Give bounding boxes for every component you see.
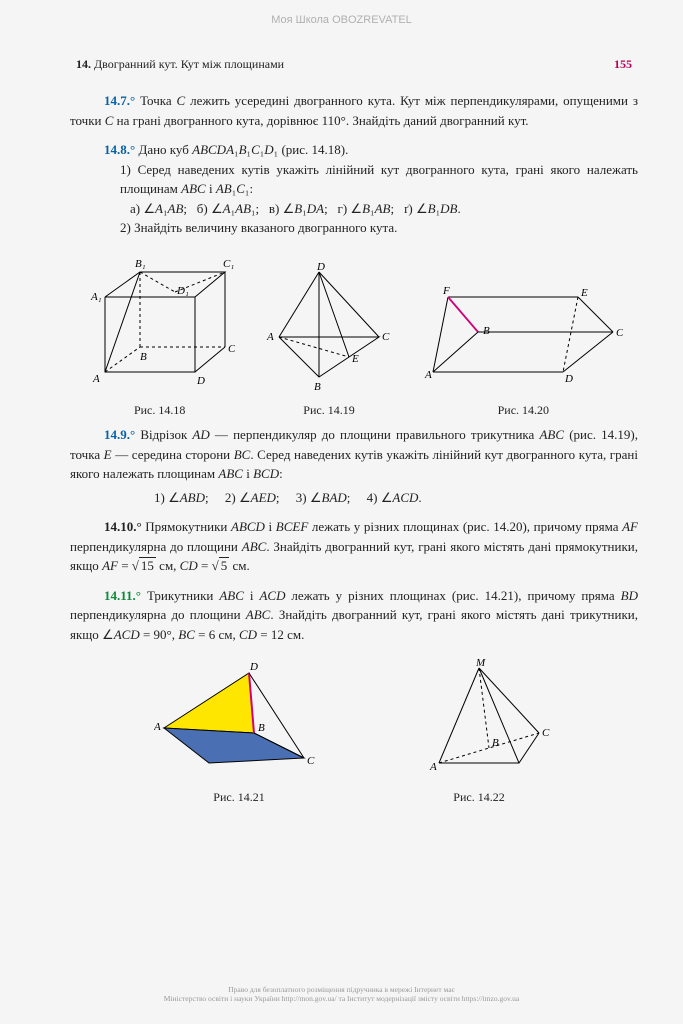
footer-note: Право для безоплатного розміщення підруч… xyxy=(0,985,683,1005)
problem-num: 14.8.° xyxy=(104,142,135,157)
lbl: D xyxy=(316,262,325,273)
lbl: C xyxy=(307,755,315,767)
figure-14-19: D A B C E Рис. 14.19 xyxy=(264,262,394,420)
problem-intro: Дано куб ABCDA₁B₁C₁D₁ (рис. 14.18). xyxy=(138,142,348,157)
fig-caption: Рис. 14.18 xyxy=(85,401,235,419)
lbl: A xyxy=(424,369,432,381)
lbl: C xyxy=(228,343,235,355)
fig-caption: Рис. 14.22 xyxy=(404,788,554,806)
lbl: A xyxy=(154,721,161,733)
problem-num: 14.11.° xyxy=(104,588,141,603)
lbl: A xyxy=(92,373,100,385)
problem-text: Відрізок AD — перпендикуляр до площини п… xyxy=(70,427,638,481)
figures-row-1: B₁ C₁ D₁ A₁ A B C D Рис. 14.18 xyxy=(70,252,638,420)
problem-num: 14.10.° xyxy=(104,519,142,534)
figure-14-20: F E A B C D Рис. 14.20 xyxy=(423,282,623,420)
problem-14-9: 14.9.° Відрізок AD — перпендикуляр до пл… xyxy=(70,425,638,507)
footer-l1: Право для безоплатного розміщення підруч… xyxy=(0,985,683,995)
page-number: 155 xyxy=(614,55,632,73)
lbl: D xyxy=(249,661,258,673)
lbl: A xyxy=(429,761,437,773)
problem-14-7: 14.7.° Точка C лежить усередині двогранн… xyxy=(70,91,638,130)
lbl: E xyxy=(580,287,588,299)
lbl: F xyxy=(442,285,450,297)
lbl: B xyxy=(258,722,265,734)
section-title: Двогранний кут. Кут між площинами xyxy=(94,57,284,71)
section-num: 14. xyxy=(76,57,91,71)
tetra-svg: D A B C E xyxy=(264,262,394,392)
figure-14-22: M A B C Рис. 14.22 xyxy=(404,658,554,806)
problem-num: 14.7.° xyxy=(104,93,135,108)
problem-text: Прямокутники ABCD і BCEF лежать у різних… xyxy=(70,519,638,573)
figure-14-21: A B C D Рис. 14.21 xyxy=(154,658,324,806)
lbl: M xyxy=(475,658,486,669)
problem-14-8: 14.8.° Дано куб ABCDA₁B₁C₁D₁ (рис. 14.18… xyxy=(70,140,638,238)
figures-row-2: A B C D Рис. 14.21 M A B C xyxy=(70,658,638,806)
cube-svg: B₁ C₁ D₁ A₁ A B C D xyxy=(85,252,235,392)
fig-caption: Рис. 14.20 xyxy=(423,401,623,419)
footer-l2: Міністерство освіти і науки України http… xyxy=(0,994,683,1004)
sub-1: 1) Серед наведених кутів укажіть лінійни… xyxy=(120,160,638,199)
sub-1-opts: а) ∠A₁AB; б) ∠A₁AB₁; в) ∠B₁DA; г) ∠B₁AB;… xyxy=(130,199,638,219)
pyramid-svg: M A B C xyxy=(404,658,554,778)
problem-text: Трикутники ABC і ACD лежать у різних пло… xyxy=(70,588,638,642)
watermark: Моя Школа OBOZREVATEL xyxy=(0,12,683,29)
fig-caption: Рис. 14.19 xyxy=(264,401,394,419)
lbl: C xyxy=(382,331,390,343)
problem-num: 14.9.° xyxy=(104,427,135,442)
lbl: B xyxy=(492,737,499,749)
sub-2: 2) Знайдіть величину вказаного двогранно… xyxy=(120,218,638,238)
figure-14-18: B₁ C₁ D₁ A₁ A B C D Рис. 14.18 xyxy=(85,252,235,420)
problem-text: Точка C лежить усередині двогранного кут… xyxy=(70,93,638,128)
header-title: 14. Двогранний кут. Кут між площинами xyxy=(76,55,284,73)
problem-14-10: 14.10.° Прямокутники ABCD і BCEF лежать … xyxy=(70,517,638,576)
lbl: B xyxy=(140,351,147,363)
lbl: C xyxy=(542,727,550,739)
tri-color-svg: A B C D xyxy=(154,658,324,778)
opts: 1) ∠ABD; 2) ∠AED; 3) ∠BAD; 4) ∠ACD. xyxy=(120,488,638,508)
lbl: D xyxy=(564,373,573,385)
lbl: A₁ xyxy=(90,291,102,303)
lbl: E xyxy=(351,353,359,365)
lbl: A xyxy=(266,331,274,343)
page-header: 14. Двогранний кут. Кут між площинами 15… xyxy=(70,55,638,73)
lbl: C₁ xyxy=(223,258,234,270)
lbl: B₁ xyxy=(135,258,146,270)
lbl: C xyxy=(616,327,623,339)
lbl: D xyxy=(196,375,205,387)
lbl: B xyxy=(314,381,321,392)
lbl: D₁ xyxy=(176,285,189,297)
rect-svg: F E A B C D xyxy=(423,282,623,392)
problem-14-11: 14.11.° Трикутники ABC і ACD лежать у рі… xyxy=(70,586,638,645)
lbl: B xyxy=(483,325,490,337)
fig-caption: Рис. 14.21 xyxy=(154,788,324,806)
